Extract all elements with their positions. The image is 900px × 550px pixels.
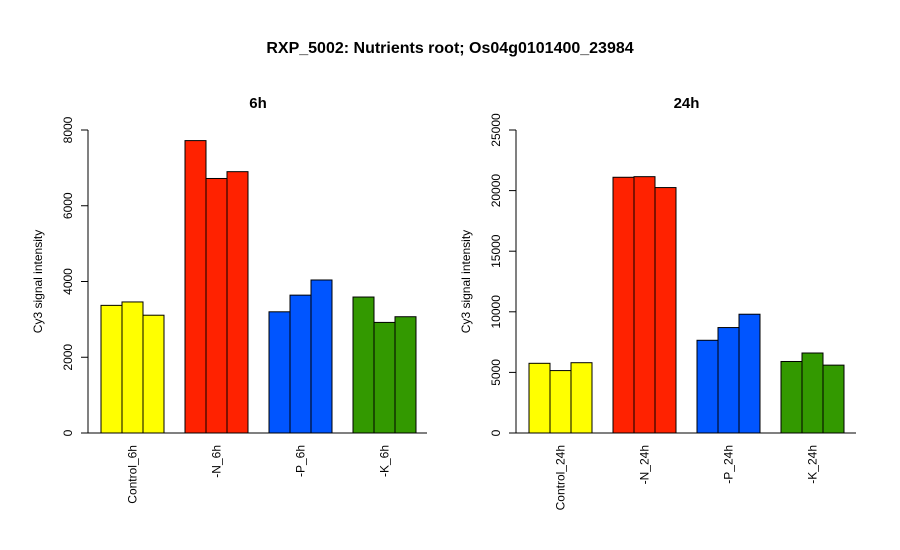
y-tick-label: 0 [61,429,75,436]
bar [121,301,144,434]
y-tick-label: 15000 [489,234,503,268]
y-tick-label: 25000 [489,113,503,147]
y-tick-label: 4000 [61,268,75,295]
bar [633,176,656,434]
x-category-label: -K_24h [806,445,820,484]
x-category-label: -P_6h [294,445,308,477]
y-tick-label: 10000 [489,295,503,329]
bar [696,339,719,434]
bar [528,362,551,434]
bar [205,177,228,434]
bar [801,352,824,434]
x-category-label: -P_24h [722,445,736,484]
bar [394,316,417,434]
bar [738,313,761,434]
x-category-label: -K_6h [378,445,392,477]
y-tick-label: 8000 [61,116,75,143]
bar [142,314,165,434]
x-category-label: -N_24h [638,445,652,484]
bar [289,294,312,434]
y-tick-label: 20000 [489,174,503,208]
y-tick-label: 6000 [61,192,75,219]
bar [226,171,249,434]
y-tick-label: 2000 [61,344,75,371]
y-tick-label: 5000 [489,359,503,386]
y-axis-label: Cy3 signal intensity [31,230,45,333]
x-category-label: Control_24h [554,445,568,510]
bar [310,279,333,434]
panel-title: 6h [249,95,267,112]
bar [717,327,740,434]
bar [570,362,593,434]
x-category-label: -N_6h [210,445,224,478]
y-tick-label: 0 [489,429,503,436]
panel-title: 24h [674,95,700,112]
bar [780,360,803,434]
bar [612,176,635,434]
bar [822,364,845,434]
bar [549,370,572,434]
chart-main-title: RXP_5002: Nutrients root; Os04g0101400_2… [266,40,633,57]
x-category-label: Control_6h [126,445,140,504]
bar [352,296,375,434]
bar [100,304,123,434]
bar [654,187,677,434]
y-axis-label: Cy3 signal intensity [459,230,473,333]
bar [373,321,396,434]
bar [268,311,291,434]
bar [184,140,207,434]
